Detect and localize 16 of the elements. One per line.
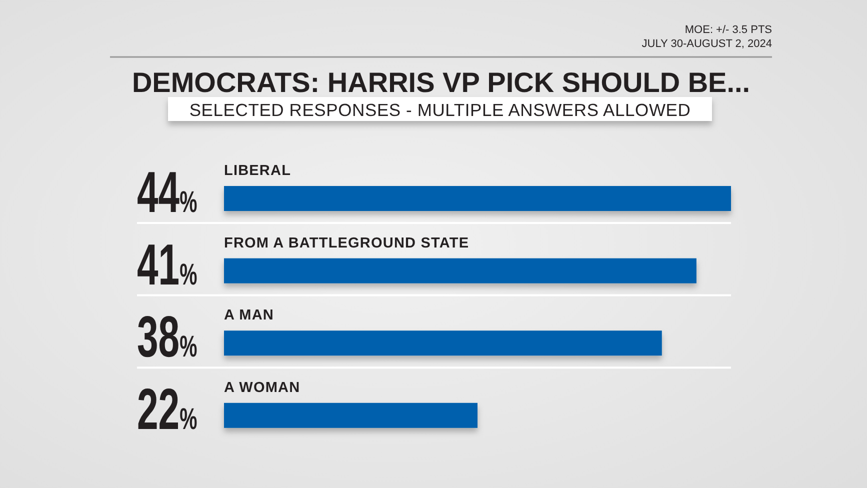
bar — [224, 402, 478, 428]
data-label: 38% — [137, 306, 198, 370]
data-label: 44% — [137, 161, 198, 225]
text: JULY 30-AUGUST 2, 2024 — [642, 38, 772, 50]
y-tick-label: LIBERAL — [224, 163, 292, 179]
data-label: 22% — [137, 378, 198, 442]
y-tick-label: A WOMAN — [224, 380, 300, 396]
y-tick-label: A MAN — [224, 308, 274, 324]
bar — [224, 258, 696, 284]
y-tick-label: FROM A BATTLEGROUND STATE — [224, 235, 470, 252]
chart-title: DEMOCRATS: HARRIS VP PICK SHOULD BE... — [132, 67, 750, 98]
bar — [224, 186, 731, 211]
bar — [224, 330, 662, 356]
chart-subtitle: SELECTED RESPONSES - MULTIPLE ANSWERS ALLOWED — [189, 100, 691, 120]
text: MOE: +/- 3.5 PTS — [684, 24, 772, 36]
data-label: 41% — [137, 234, 198, 298]
